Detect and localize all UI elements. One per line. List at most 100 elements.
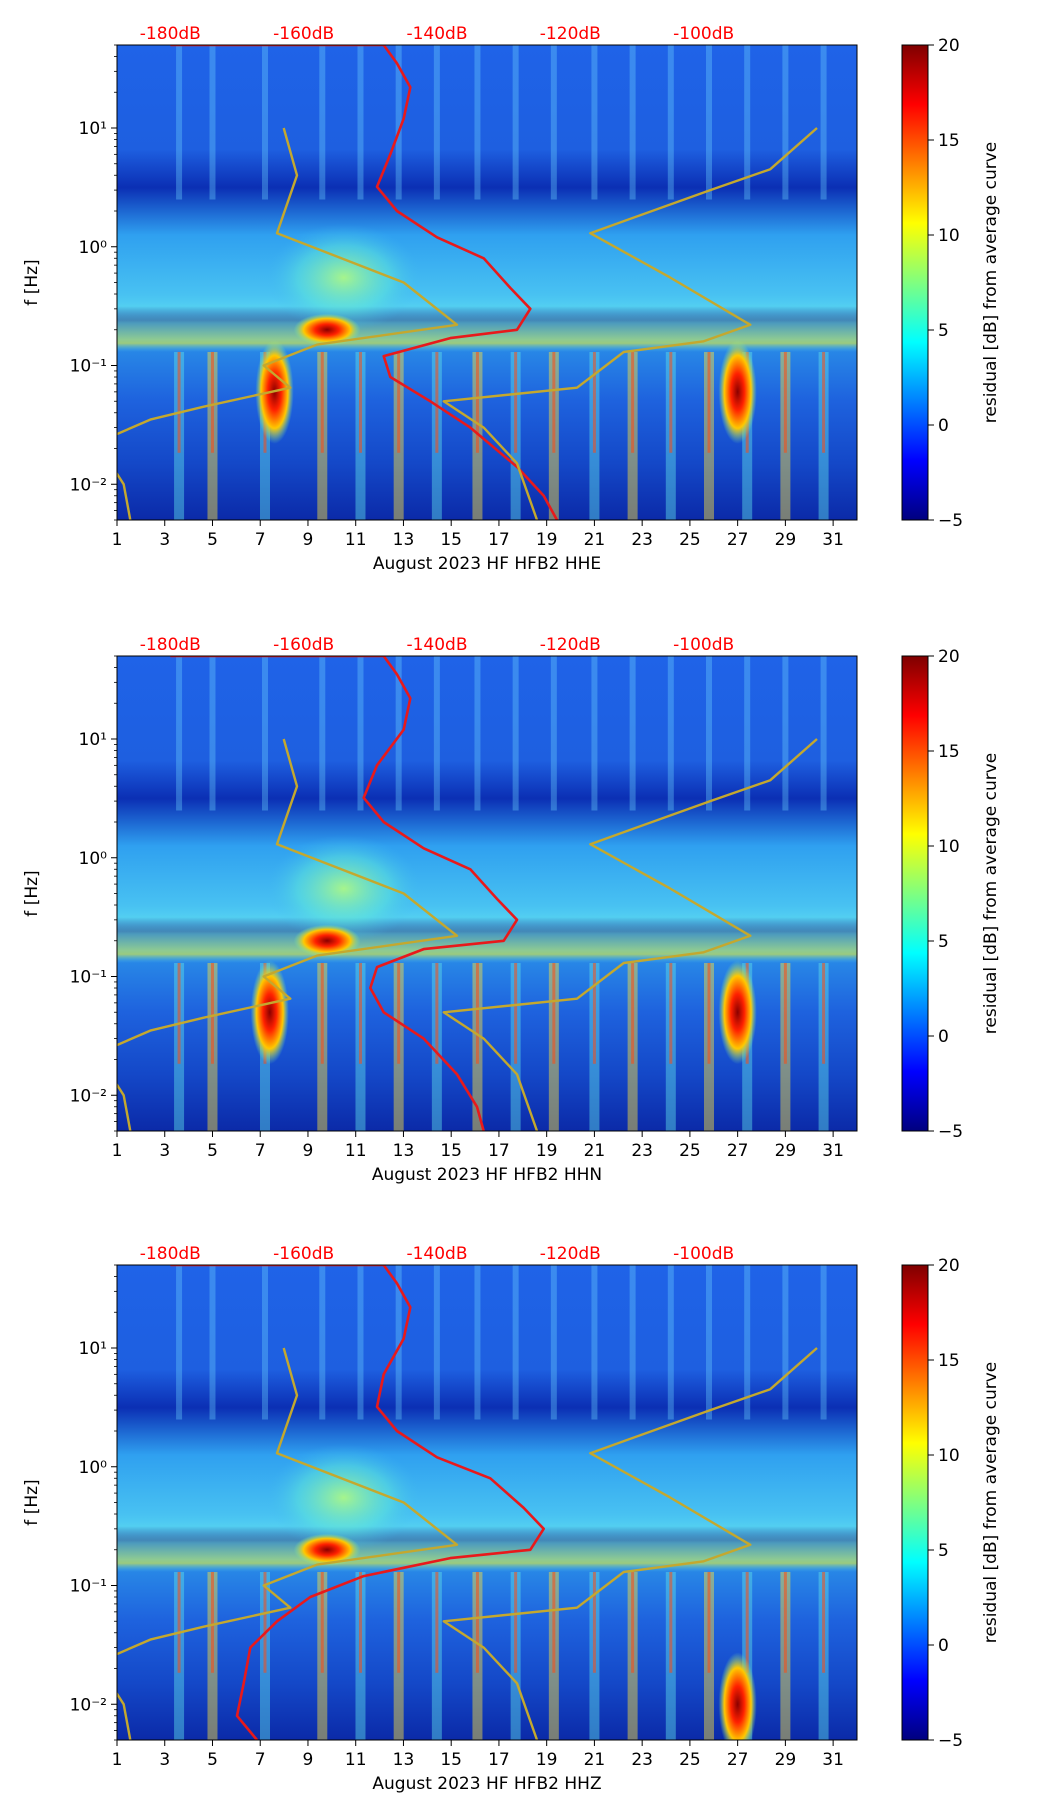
x-tick-label: 19 xyxy=(536,1750,558,1770)
lower-band-core xyxy=(177,351,181,453)
hot-spot-microseism-peak xyxy=(293,1533,361,1566)
lower-band-core xyxy=(592,962,596,1064)
lower-band-core xyxy=(210,1571,214,1673)
upper-band-streak xyxy=(474,1265,481,1420)
top-db-label: -160dB xyxy=(273,24,334,44)
upper-band-streak xyxy=(357,45,364,200)
x-tick-label: 7 xyxy=(255,530,266,550)
x-tick-label: 25 xyxy=(679,1750,701,1770)
lower-band-core xyxy=(263,1571,267,1673)
lower-band-core xyxy=(435,351,439,453)
x-tick-label: 3 xyxy=(159,530,170,550)
lower-band-core xyxy=(475,962,479,1064)
colorbar-tick-label: 20 xyxy=(938,1256,960,1276)
x-tick-label: 21 xyxy=(584,1750,606,1770)
upper-band-streak xyxy=(474,656,481,811)
microseism-band xyxy=(117,1514,857,1572)
x-tick-label: 21 xyxy=(584,1141,606,1161)
series-line-noise-model-high xyxy=(117,738,459,1131)
colorbar-tick-label: −5 xyxy=(938,511,963,531)
lower-band-core xyxy=(552,1571,556,1673)
y-tick-label: 10⁰ xyxy=(79,1458,108,1478)
upper-band-streak xyxy=(629,1265,636,1420)
upper-band-streak xyxy=(629,656,636,811)
upper-band-streak xyxy=(474,45,481,200)
upper-band-streak xyxy=(782,45,789,200)
colorbar-tick-label: 5 xyxy=(938,1541,949,1561)
x-tick-label: 9 xyxy=(303,530,314,550)
upper-band-streak xyxy=(433,1265,440,1420)
upper-band-streak xyxy=(357,656,364,811)
upper-band-streak xyxy=(512,656,519,811)
upper-band-streak xyxy=(744,1265,751,1420)
upper-band-streak xyxy=(176,656,183,811)
top-db-label: -140dB xyxy=(406,24,467,44)
upper-band-streak xyxy=(591,1265,598,1420)
x-tick-label: 27 xyxy=(727,1750,749,1770)
series-line-noise-model-high xyxy=(117,1347,459,1740)
lower-band-core xyxy=(783,1571,787,1673)
x-tick-label: 31 xyxy=(822,1141,844,1161)
upper-band-streak xyxy=(209,656,216,811)
upper-band-streak xyxy=(395,656,402,811)
hot-spot-low-band xyxy=(718,1652,757,1740)
energy-glow xyxy=(266,223,422,332)
y-tick-label: 10⁻² xyxy=(70,1695,107,1715)
upper-band-streak xyxy=(820,656,827,811)
lower-band-core xyxy=(707,962,711,1064)
lower-band-core xyxy=(552,962,556,1064)
top-db-label: -100dB xyxy=(673,1244,734,1264)
y-axis-label: f [Hz] xyxy=(22,259,42,305)
lower-band-core xyxy=(320,351,324,453)
lower-band-core xyxy=(631,351,635,453)
lower-band-core xyxy=(358,962,362,1064)
x-tick-label: 27 xyxy=(727,530,749,550)
x-tick-label: 1 xyxy=(112,1141,123,1161)
colorbar-label: residual [dB] from average curve xyxy=(981,1362,1001,1643)
x-tick-label: 1 xyxy=(112,1750,123,1770)
upper-band-streak xyxy=(706,1265,712,1420)
x-tick-label: 13 xyxy=(393,1750,415,1770)
upper-band-streak xyxy=(319,45,326,200)
x-tick-label: 9 xyxy=(303,1750,314,1770)
top-db-label: -120dB xyxy=(540,1244,601,1264)
hot-spot-microseism-peak xyxy=(293,313,361,346)
x-tick-label: 19 xyxy=(536,530,558,550)
y-tick-label: 10¹ xyxy=(79,1339,107,1359)
lower-band-core xyxy=(435,962,439,1064)
x-tick-label: 13 xyxy=(393,1141,415,1161)
lower-band-core xyxy=(631,1571,635,1673)
colorbar-tick-label: 10 xyxy=(938,1446,960,1466)
series-line-average-psd xyxy=(170,45,559,520)
upper-band-streak xyxy=(782,656,789,811)
upper-band-streak xyxy=(820,45,827,200)
y-tick-label: 10⁰ xyxy=(79,238,108,258)
upper-band-streak xyxy=(209,1265,216,1420)
x-tick-label: 15 xyxy=(440,1141,462,1161)
lower-band-core xyxy=(783,351,787,453)
lower-band-core xyxy=(669,962,673,1064)
colorbar xyxy=(901,44,929,521)
colorbar-tick-label: 5 xyxy=(938,932,949,952)
lower-band-core xyxy=(745,1571,749,1673)
lower-band-core xyxy=(210,962,214,1064)
hot-spot-storm-band-2 xyxy=(718,960,757,1065)
x-tick-label: 23 xyxy=(631,1750,653,1770)
lower-band-core xyxy=(822,351,826,453)
x-tick-label: 7 xyxy=(255,1750,266,1770)
top-db-label: -140dB xyxy=(406,635,467,655)
colorbar-tick-label: 5 xyxy=(938,321,949,341)
colorbar-tick-label: 0 xyxy=(938,1636,949,1656)
top-db-label: -180dB xyxy=(140,24,201,44)
x-tick-label: 17 xyxy=(488,1141,510,1161)
x-tick-label: 15 xyxy=(440,530,462,550)
y-axis-label: f [Hz] xyxy=(22,870,42,916)
colorbar-tick-label: 10 xyxy=(938,837,960,857)
energy-glow xyxy=(266,834,422,943)
upper-band-streak xyxy=(512,45,519,200)
upper-band-streak xyxy=(591,656,598,811)
lower-band-core xyxy=(320,1571,324,1673)
y-tick-label: 10⁻² xyxy=(70,1086,107,1106)
lower-band-core xyxy=(397,351,401,453)
lower-band-core xyxy=(669,351,673,453)
